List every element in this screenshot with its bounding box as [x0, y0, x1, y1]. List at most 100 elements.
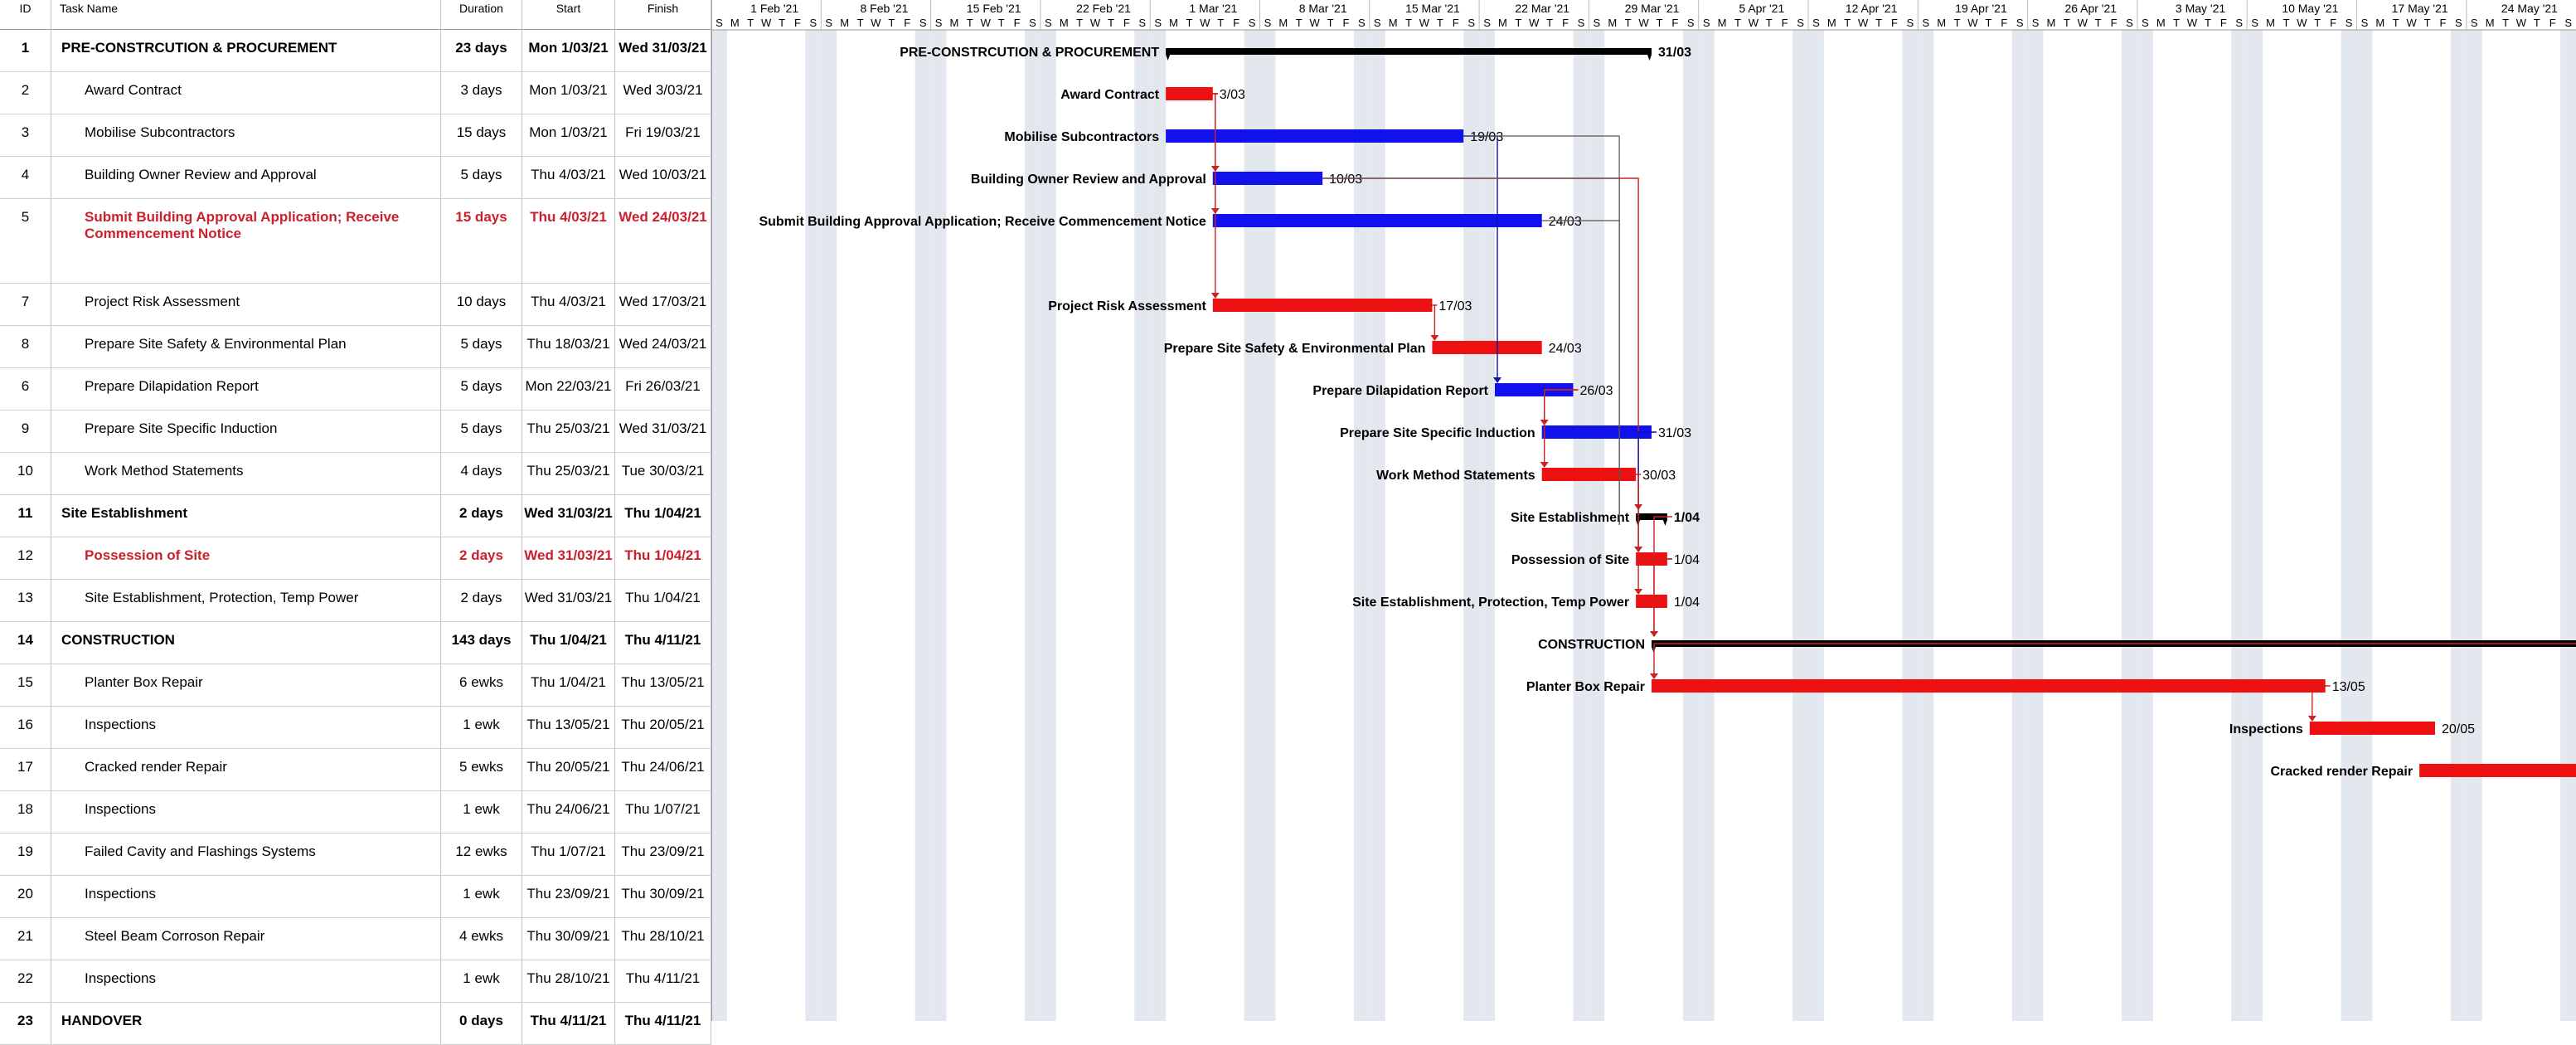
critical-task-bar[interactable]	[1541, 468, 1637, 481]
critical-task-bar[interactable]	[2419, 764, 2576, 777]
week-label: 24 May '21	[2501, 2, 2558, 15]
task-finish: Thu 4/11/21	[615, 960, 711, 1002]
task-finish: Fri 19/03/21	[615, 114, 711, 156]
day-letter: S	[1483, 17, 1491, 29]
task-name: Submit Building Approval Application; Re…	[51, 199, 441, 283]
critical-task-bar[interactable]	[1432, 341, 1542, 354]
weekend-shade	[711, 30, 727, 1021]
task-bar-group[interactable]: Submit Building Approval Application; Re…	[759, 214, 1582, 229]
day-letter: S	[1907, 17, 1914, 29]
day-letter: S	[1467, 17, 1475, 29]
day-letter: S	[1264, 17, 1272, 29]
task-start: Thu 1/04/21	[522, 622, 615, 663]
summary-bar[interactable]	[1636, 513, 1667, 520]
task-finish: Wed 10/03/21	[615, 157, 711, 198]
weekend-shade	[1682, 30, 1699, 1021]
day-letter: T	[1844, 17, 1851, 29]
weekend-shade	[1353, 30, 1370, 1021]
day-letter: T	[2095, 17, 2102, 29]
task-row[interactable]: 11 Site Establishment 2 days Wed 31/03/21 Th…	[0, 495, 711, 537]
bar-end-label: 24/03	[1549, 215, 1582, 229]
task-bar-group[interactable]: Planter Box Repair 13/05	[1526, 679, 2365, 694]
task-row[interactable]: 17 Cracked render Repair 5 ewks Thu 20/05/2…	[0, 749, 711, 791]
task-row[interactable]: 6 Prepare Dilapidation Report 5 days Mon 22…	[0, 368, 711, 411]
task-bar-group[interactable]: Prepare Site Safety & Environmental Plan…	[1164, 341, 1582, 356]
task-row[interactable]: 22 Inspections 1 ewk Thu 28/10/21 Thu 4/11/2…	[0, 960, 711, 1003]
task-finish: Tue 30/03/21	[615, 453, 711, 494]
critical-task-bar[interactable]	[1166, 87, 1213, 100]
day-letter: S	[1703, 17, 1710, 29]
task-row[interactable]: 16 Inspections 1 ewk Thu 13/05/21 Thu 20/05/…	[0, 707, 711, 749]
task-row[interactable]: 3 Mobilise Subcontractors 15 days Mon 1/03/…	[0, 114, 711, 157]
task-start: Thu 1/07/21	[522, 834, 615, 875]
task-bar-group[interactable]: Project Risk Assessment 17/03	[1048, 299, 1472, 314]
task-id: 21	[0, 918, 51, 960]
task-bar[interactable]	[1541, 425, 1652, 439]
summary-bar[interactable]	[1166, 48, 1652, 55]
task-row[interactable]: 7 Project Risk Assessment 10 days Thu 4/03/…	[0, 284, 711, 326]
task-bar-group[interactable]: Award Contract 3/03	[1060, 87, 1245, 102]
day-letter: T	[2534, 17, 2540, 29]
task-bar-group[interactable]: Mobilise Subcontractors 19/03	[1004, 129, 1503, 144]
task-id: 2	[0, 72, 51, 114]
task-name: Inspections	[51, 791, 441, 833]
week-label: 26 Apr '21	[2064, 2, 2117, 15]
task-row[interactable]: 14 CONSTRUCTION 143 days Thu 1/04/21 Thu 4/1…	[0, 622, 711, 664]
critical-task-bar[interactable]	[2309, 722, 2435, 735]
dependency-arrow	[2307, 716, 2316, 722]
task-bar-group[interactable]: Inspections 20/05	[2229, 722, 2475, 736]
task-row[interactable]: 19 Failed Cavity and Flashings Systems 12 …	[0, 834, 711, 876]
task-finish: Thu 1/04/21	[615, 580, 711, 621]
task-id: 4	[0, 157, 51, 198]
column-header-task-name[interactable]: Task Name	[51, 0, 441, 30]
dependency-link	[1541, 220, 1620, 525]
task-bar-group[interactable]: Prepare Dilapidation Report 26/03	[1312, 383, 1613, 398]
task-row[interactable]: 18 Inspections 1 ewk Thu 24/06/21 Thu 1/07/2…	[0, 791, 711, 834]
task-row[interactable]: 8 Prepare Site Safety & Environmental Pla…	[0, 326, 711, 368]
task-row[interactable]: 10 Work Method Statements 4 days Thu 25/03/…	[0, 453, 711, 495]
task-row[interactable]: 5 Submit Building Approval Application; R…	[0, 199, 711, 284]
task-bar-group[interactable]: Site Establishment, Protection, Temp Pow…	[1352, 595, 1700, 610]
day-letter: T	[2314, 17, 2321, 29]
critical-task-bar[interactable]	[1636, 595, 1667, 608]
task-bar-group[interactable]: PRE-CONSTRCUTION & PROCUREMENT 31/03	[900, 46, 1691, 61]
task-bar-group[interactable]: Possession of Site 1/04	[1511, 552, 1700, 567]
task-row[interactable]: 2 Award Contract 3 days Mon 1/03/21 Wed 3/03…	[0, 72, 711, 114]
task-row[interactable]: 12 Possession of Site 2 days Wed 31/03/21 Th…	[0, 537, 711, 580]
column-header-duration[interactable]: Duration	[441, 0, 522, 30]
task-row[interactable]: 15 Planter Box Repair 6 ewks Thu 1/04/21 Thu…	[0, 664, 711, 707]
task-row[interactable]: 1 PRE-CONSTRCUTION & PROCUREMENT 23 days Mo…	[0, 30, 711, 72]
task-row[interactable]: 20 Inspections 1 ewk Thu 23/09/21 Thu 30/09/…	[0, 876, 711, 918]
critical-task-bar[interactable]	[1652, 679, 2326, 693]
task-bar-group[interactable]: Prepare Site Specific Induction 31/03	[1340, 425, 1691, 440]
task-bar[interactable]	[1166, 129, 1464, 143]
task-name: Possession of Site	[51, 537, 441, 579]
day-letter: S	[1249, 17, 1256, 29]
task-bar[interactable]	[1212, 214, 1542, 227]
critical-task-bar[interactable]	[1212, 299, 1433, 312]
task-start: Thu 23/09/21	[522, 876, 615, 917]
column-header-finish[interactable]: Finish	[615, 0, 711, 30]
task-bar-group[interactable]: Work Method Statements 30/03	[1376, 468, 1676, 483]
task-row[interactable]: 23 HANDOVER 0 days Thu 4/11/21 Thu 4/11/21	[0, 1003, 711, 1045]
task-row[interactable]: 13 Site Establishment, Protection, Temp P…	[0, 580, 711, 622]
task-bar-group[interactable]: Site Establishment 1/04	[1511, 511, 1700, 526]
task-row[interactable]: 21 Steel Beam Corroson Repair 4 ewks Thu 30…	[0, 918, 711, 960]
day-letter: T	[1405, 17, 1412, 29]
day-letter: M	[2266, 17, 2275, 29]
task-bar[interactable]	[1495, 383, 1574, 396]
task-bar-group[interactable]: Building Owner Review and Approval 10/03	[971, 172, 1362, 187]
weekend-shade	[1793, 30, 1808, 1021]
weekend-shade	[2356, 30, 2373, 1021]
column-header-start[interactable]: Start	[522, 0, 615, 30]
column-header-id[interactable]: ID	[0, 0, 51, 30]
dependency-link	[1432, 304, 1438, 337]
day-letter: T	[2393, 17, 2399, 29]
task-row[interactable]: 4 Building Owner Review and Approval 5 day…	[0, 157, 711, 199]
task-row[interactable]: 9 Prepare Site Specific Induction 5 days Th…	[0, 411, 711, 453]
task-id: 10	[0, 453, 51, 494]
task-bar-group[interactable]: Cracked render Repair	[2270, 764, 2576, 779]
task-bar[interactable]	[1212, 172, 1323, 185]
weekend-shade	[2560, 30, 2576, 1021]
task-name: Inspections	[51, 707, 441, 748]
